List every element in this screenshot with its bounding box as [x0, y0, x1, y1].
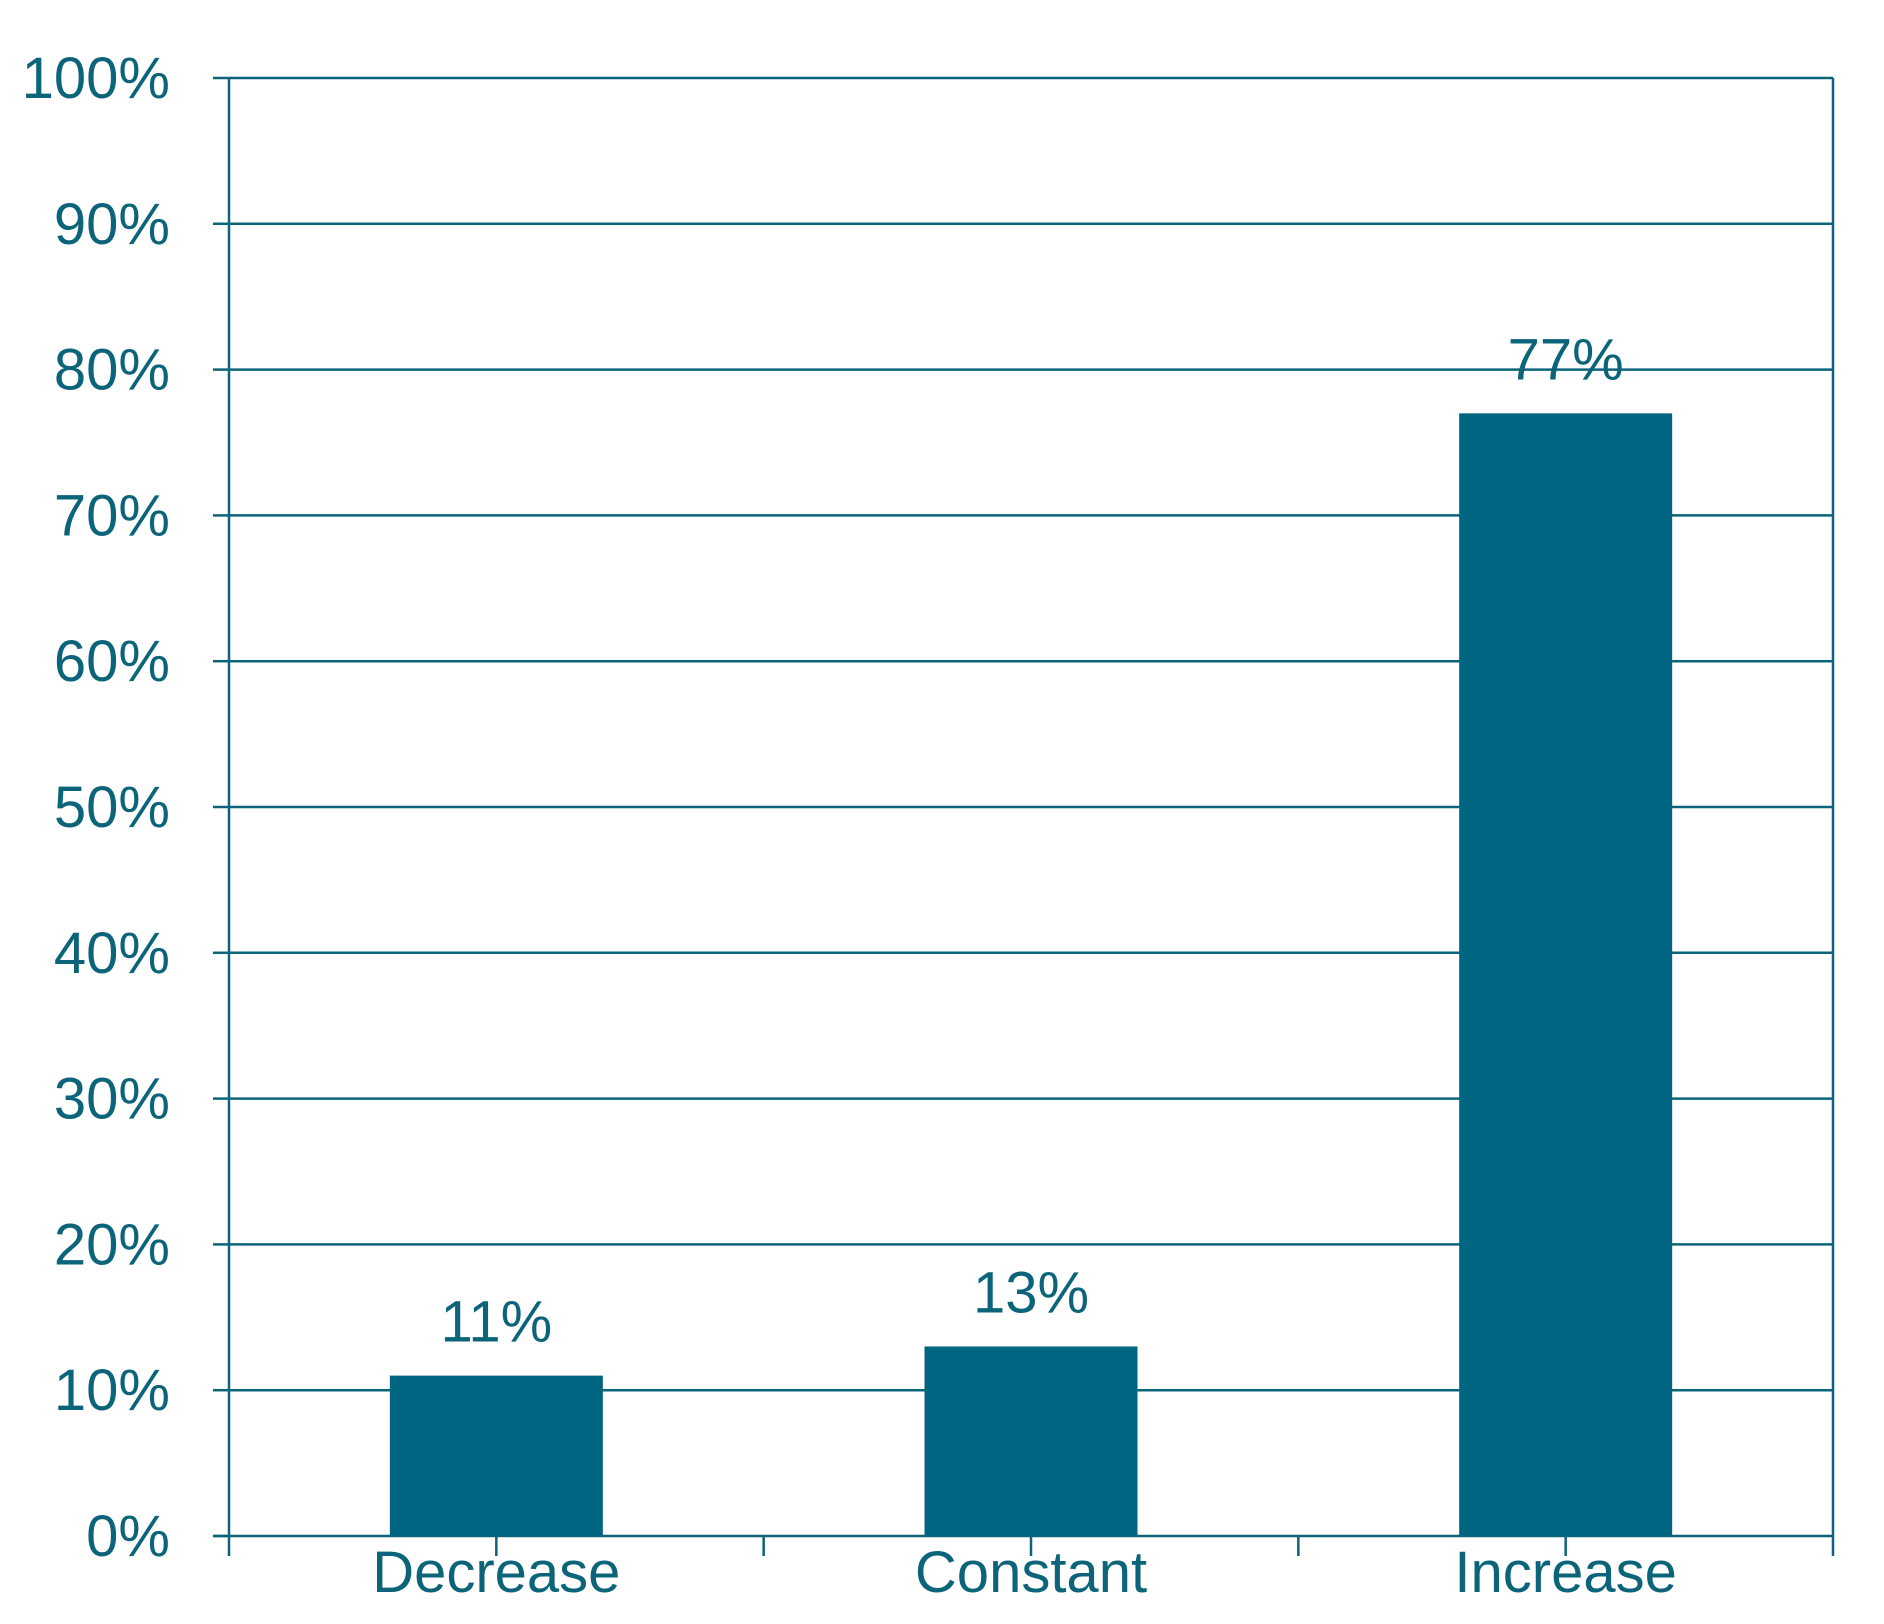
gridlines	[229, 76, 1833, 1392]
y-tick-label: 10%	[54, 1358, 170, 1423]
data-label: 11%	[440, 1290, 552, 1355]
y-axis-ticks: 0% 10% 20% 30% 40% 50% 60% 70% 80% 90% 100%	[22, 46, 229, 1569]
y-tick-label: 40%	[54, 921, 170, 986]
y-tick-label: 30%	[54, 1067, 170, 1132]
y-tick-label: 80%	[54, 338, 170, 403]
bar	[924, 1346, 1138, 1536]
bar	[1459, 413, 1673, 1537]
x-category-label: Increase	[1454, 1540, 1676, 1605]
bar	[389, 1375, 603, 1536]
data-labels: 11% 13% 77%	[440, 327, 1623, 1354]
y-tick-label: 20%	[54, 1212, 170, 1277]
x-axis-ticks: Decrease Constant Increase	[227, 1536, 1835, 1605]
y-tick-label: 90%	[54, 192, 170, 257]
bars	[389, 413, 1673, 1537]
y-tick-label: 50%	[54, 775, 170, 840]
x-category-label: Decrease	[372, 1540, 620, 1605]
y-tick-label: 70%	[54, 483, 170, 548]
data-label: 13%	[973, 1260, 1089, 1325]
x-category-label: Constant	[915, 1540, 1147, 1605]
data-label: 77%	[1508, 327, 1624, 392]
y-tick-label: 100%	[22, 46, 170, 111]
y-tick-label: 0%	[86, 1504, 170, 1569]
y-tick-label: 60%	[54, 629, 170, 694]
